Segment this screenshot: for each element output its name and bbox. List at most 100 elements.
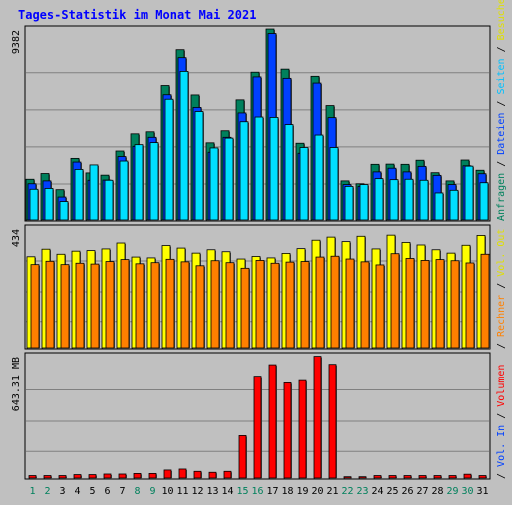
bar-volumen-day-4 <box>73 474 82 479</box>
x-tick-label-day-18: 18 <box>281 486 293 497</box>
bar-rechner-day-13 <box>210 260 220 349</box>
bar-seiten-day-2 <box>44 188 54 221</box>
right-axis-legend: Anfragen / Dateien / Seiten / Besuche / … <box>496 0 507 479</box>
bar-seiten-day-19 <box>299 147 309 221</box>
legend-part: / <box>496 155 507 173</box>
x-tick-label-day-13: 13 <box>206 486 218 497</box>
bar-volumen-day-29 <box>448 475 457 479</box>
bar-rechner-day-11 <box>180 261 190 349</box>
bar-seiten-day-30 <box>464 165 474 221</box>
chart-title: Tages-Statistik im Monat Mai 2021 <box>18 8 256 22</box>
bar-volumen-day-13 <box>208 471 217 479</box>
legend-part: / <box>496 337 507 349</box>
bar-rechner-day-17 <box>270 262 280 349</box>
x-tick-label-day-7: 7 <box>119 486 125 497</box>
legend-part: Anfragen <box>496 173 507 221</box>
bar-volumen-day-16 <box>253 376 262 479</box>
bar-seiten-day-3 <box>59 201 69 221</box>
bar-seiten-day-7 <box>119 160 129 221</box>
bar-volumen-day-20 <box>313 356 322 479</box>
legend-part: / <box>496 40 507 58</box>
bar-volumen-day-26 <box>403 475 412 479</box>
bar-rechner-day-27 <box>420 260 430 349</box>
bar-rechner-day-9 <box>150 262 160 349</box>
bar-volumen-day-23 <box>358 476 367 479</box>
bar-seiten-day-4 <box>74 169 84 221</box>
bar-rechner-day-29 <box>450 260 460 349</box>
bar-rechner-day-23 <box>360 261 370 349</box>
bar-seiten-day-15 <box>239 121 249 221</box>
bar-rechner-day-18 <box>285 261 295 349</box>
legend-part: Volumen <box>496 365 507 407</box>
bar-seiten-day-24 <box>374 178 384 221</box>
x-tick-label-day-17: 17 <box>266 486 278 497</box>
bar-rechner-day-6 <box>105 261 115 349</box>
bar-seiten-day-27 <box>419 179 429 221</box>
x-tick-label-day-29: 29 <box>446 486 458 497</box>
bar-volumen-day-18 <box>283 382 292 479</box>
bar-rechner-day-31 <box>480 253 490 349</box>
legend-part: Besuche <box>496 0 507 40</box>
x-axis-labels: 1 2 3 4 5 6 7 8 9 10 11 12 13 14 15 16 17 18 19 20 21 22 23 24 2… <box>29 486 488 497</box>
x-tick-label-day-2: 2 <box>44 486 50 497</box>
bar-volumen-day-9 <box>148 473 157 479</box>
bar-volumen-day-19 <box>298 379 307 479</box>
x-tick-label-day-25: 25 <box>386 486 398 497</box>
bar-rechner-day-3 <box>60 264 70 349</box>
legend-top-series: Anfragen / Dateien / Seiten / Besuche <box>496 0 507 221</box>
x-tick-label-day-1: 1 <box>29 486 35 497</box>
x-tick-label-day-28: 28 <box>431 486 443 497</box>
bar-seiten-day-12 <box>194 111 204 221</box>
bar-seiten-day-26 <box>404 178 414 221</box>
bar-rechner-day-4 <box>75 262 85 349</box>
legend-bottom-series: / Vol. In / Volumen <box>496 365 507 479</box>
x-tick-label-day-21: 21 <box>326 486 338 497</box>
x-tick-label-day-8: 8 <box>134 486 140 497</box>
legend-part: Dateien <box>496 113 507 155</box>
y-axis-max-label: 643.31 MB <box>11 357 22 411</box>
bar-volumen-day-5 <box>88 474 97 479</box>
bar-rechner-day-14 <box>225 262 235 349</box>
bar-rechner-day-16 <box>255 260 265 349</box>
x-tick-label-day-9: 9 <box>149 486 155 497</box>
bar-volumen-day-27 <box>418 475 427 479</box>
x-tick-label-day-22: 22 <box>341 486 353 497</box>
x-tick-label-day-26: 26 <box>401 486 413 497</box>
bar-seiten-day-1 <box>29 188 39 221</box>
bar-rechner-day-22 <box>345 258 355 349</box>
x-tick-label-day-4: 4 <box>74 486 80 497</box>
bar-rechner-day-28 <box>435 259 445 349</box>
bar-rechner-day-5 <box>90 263 100 349</box>
x-tick-label-day-10: 10 <box>161 486 173 497</box>
bar-volumen-day-24 <box>373 475 382 479</box>
bar-rechner-day-12 <box>195 265 205 349</box>
x-tick-label-day-6: 6 <box>104 486 110 497</box>
bar-rechner-day-19 <box>300 261 310 349</box>
bar-rechner-day-8 <box>135 263 145 349</box>
bar-rechner-day-2 <box>45 260 55 349</box>
bar-volumen-day-17 <box>268 364 277 479</box>
bar-volumen-day-28 <box>433 475 442 479</box>
bar-seiten-day-17 <box>269 117 279 221</box>
bar-seiten-day-8 <box>134 144 144 221</box>
legend-middle-series: / Rechner / Vol. Out <box>496 229 507 349</box>
legend-part: / <box>496 95 507 113</box>
bar-rechner-day-25 <box>390 253 400 349</box>
bar-volumen-day-22 <box>343 476 352 479</box>
bar-seiten-day-21 <box>329 147 339 221</box>
x-tick-label-day-12: 12 <box>191 486 203 497</box>
panel-1: 9382 <box>11 25 491 222</box>
legend-part: Vol. Out <box>496 229 507 277</box>
bar-seiten-day-18 <box>284 124 294 221</box>
bar-seiten-day-23 <box>359 184 369 221</box>
bar-rechner-day-10 <box>165 258 175 349</box>
bar-volumen-day-21 <box>328 364 337 479</box>
y-axis-max-label: 9382 <box>11 30 22 54</box>
legend-part: Vol. In <box>496 425 507 467</box>
x-tick-label-day-20: 20 <box>311 486 323 497</box>
bar-volumen-day-8 <box>133 473 142 479</box>
bar-rechner-day-24 <box>375 264 385 349</box>
bar-seiten-day-13 <box>209 147 219 221</box>
